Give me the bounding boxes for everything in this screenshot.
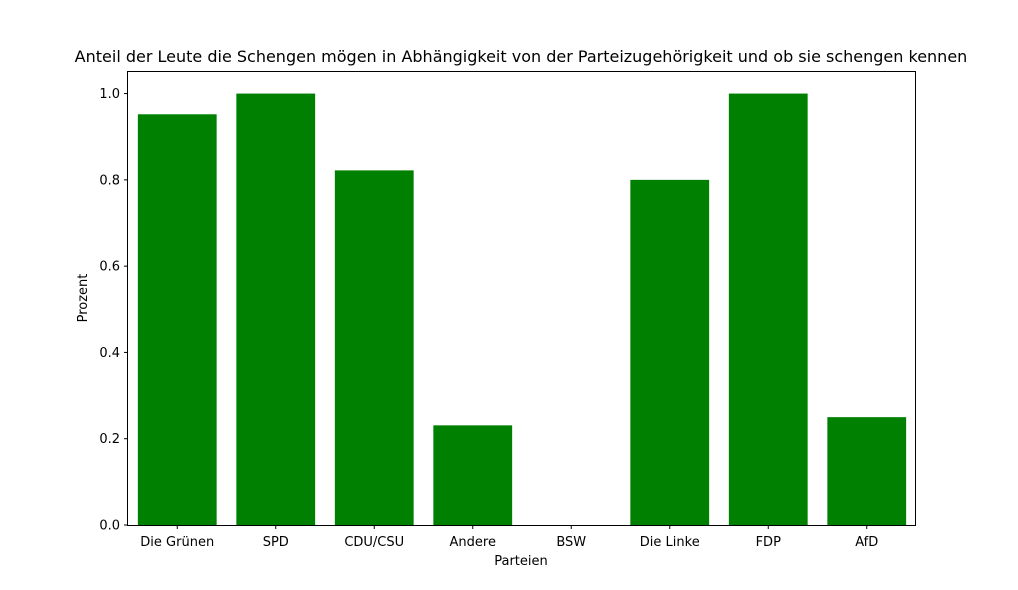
x-axis-ticks: Die Grünen SPD CDU/CSU Andere BSW Die Linke FD… bbox=[140, 525, 878, 550]
y-tick-label: 1.0 bbox=[99, 87, 120, 102]
x-tick-label: FDP bbox=[756, 535, 781, 550]
bar-cdu-csu bbox=[334, 170, 414, 525]
x-tick-label: Andere bbox=[450, 535, 496, 550]
bar-andere bbox=[433, 425, 513, 525]
x-tick-label: AfD bbox=[855, 535, 878, 550]
x-tick-label: CDU/CSU bbox=[344, 535, 404, 550]
bars-group bbox=[137, 93, 907, 526]
chart-title: Anteil der Leute die Schengen mögen in A… bbox=[75, 47, 968, 66]
plot-frame bbox=[127, 71, 916, 526]
bar-spd bbox=[236, 93, 316, 525]
y-tick-label: 0.0 bbox=[99, 519, 120, 534]
y-axis-ticks: 0.0 0.2 0.4 0.6 0.8 1.0 bbox=[99, 87, 128, 534]
bar-afd bbox=[827, 417, 907, 525]
y-tick-label: 0.4 bbox=[99, 346, 120, 361]
x-tick-label: Die Linke bbox=[640, 535, 700, 550]
x-tick-label: Die Grünen bbox=[140, 535, 214, 550]
bar-die-linke bbox=[630, 179, 710, 526]
x-tick-label: BSW bbox=[556, 535, 586, 550]
y-tick-label: 0.8 bbox=[99, 173, 120, 188]
x-axis-label: Parteien bbox=[494, 554, 548, 569]
y-tick-label: 0.6 bbox=[99, 260, 120, 275]
y-axis-label: Prozent bbox=[76, 274, 91, 323]
y-tick-label: 0.2 bbox=[99, 432, 120, 447]
bar-fdp bbox=[728, 93, 808, 525]
bar-die-grünen bbox=[137, 114, 217, 525]
x-tick-label: SPD bbox=[263, 535, 289, 550]
